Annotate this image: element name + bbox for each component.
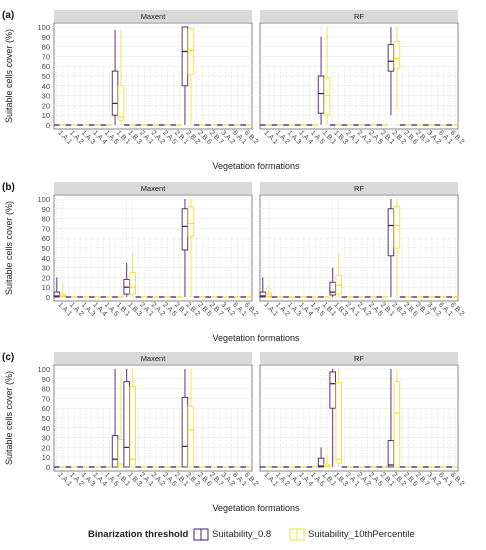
box-suitability-0-8	[387, 44, 395, 72]
facet-rf: RF1.A.11.A.21.A.31.A.41.A.51.B.11.B.32.A…	[259, 10, 465, 146]
y-tick-label: 40	[42, 254, 50, 263]
facet-rf: RF1.A.11.A.21.A.31.A.41.A.51.B.11.B.32.A…	[259, 352, 465, 488]
y-tick-label: 20	[42, 273, 50, 282]
y-tick-label: 80	[42, 43, 50, 52]
box-suitability-10thpercentile	[187, 28, 195, 75]
panel-letter: (b)	[2, 182, 15, 193]
box-suitability-0-8	[387, 208, 395, 257]
y-tick-label: 20	[42, 443, 50, 452]
box-suitability-10thpercentile	[335, 382, 342, 464]
facet-label: Maxent	[141, 12, 167, 21]
panels: (a)Suitable cells cover (%)0102030405060…	[2, 10, 465, 513]
y-tick-label: 50	[42, 72, 50, 81]
y-axis-label: Suitable cells cover (%)	[4, 29, 14, 123]
panel-b: (b) Suitable cells cover (%) 0102030405060…	[2, 182, 465, 343]
box-suitability-0-8	[329, 371, 336, 409]
y-tick-label: 70	[42, 224, 50, 233]
facet-label: Maxent	[141, 354, 167, 363]
y-tick-label: 60	[42, 234, 50, 243]
y-tick-label: 60	[42, 404, 50, 413]
box-suitability-0-8	[111, 435, 119, 468]
legend-title: Binarization threshold	[88, 529, 188, 540]
y-tick-label: 40	[42, 424, 50, 433]
y-tick-label: 90	[42, 375, 50, 384]
y-tick-label: 50	[42, 244, 50, 253]
facet-label: RF	[354, 184, 364, 193]
panel-c: (c) Suitable cells cover (%) 0102030405060…	[2, 352, 465, 513]
y-tick-label: 100	[37, 23, 50, 32]
box-suitability-10thpercentile	[117, 439, 125, 468]
y-tick-label: 10	[42, 111, 50, 120]
y-tick-label: 30	[42, 264, 50, 273]
y-tick-label: 60	[42, 62, 50, 71]
facet-strip	[54, 10, 252, 22]
box-suitability-0-8	[181, 208, 189, 251]
box-suitability-10thpercentile	[265, 292, 273, 298]
y-tick-label: 90	[42, 205, 50, 214]
box-suitability-0-8	[181, 26, 189, 87]
panel-letter: (a)	[2, 10, 14, 21]
box-suitability-10thpercentile	[187, 206, 195, 237]
box-suitability-0-8	[123, 381, 130, 468]
box-suitability-10thpercentile	[393, 381, 401, 468]
panel-letter: (c)	[2, 352, 14, 363]
y-tick-label: 10	[42, 283, 50, 292]
legend: Binarization threshold Suitability_0.8 S…	[88, 528, 415, 541]
facet-strip	[260, 10, 458, 22]
y-tick-label: 10	[42, 453, 50, 462]
y-tick-label: 90	[42, 33, 50, 42]
facet-maxent: Maxent1.A.11.A.21.A.31.A.41.A.51.B.11.B.…	[53, 182, 259, 318]
facet-maxent: Maxent1.A.11.A.21.A.31.A.41.A.51.B.11.B.…	[53, 352, 259, 488]
panel-a: (a) Suitable cells cover (%) 0102030405060…	[2, 10, 465, 171]
y-tick-label: 30	[42, 92, 50, 101]
box-suitability-10thpercentile	[129, 272, 136, 295]
y-tick-label: 70	[42, 394, 50, 403]
x-axis-label: Vegetation formations	[212, 503, 300, 513]
x-axis-label: Vegetation formations	[212, 161, 300, 171]
facet-label: RF	[354, 12, 364, 21]
facet-strip	[54, 352, 252, 364]
box-suitability-10thpercentile	[187, 405, 195, 468]
facet-rf: RF1.A.11.A.21.A.31.A.41.A.51.B.11.B.32.A…	[259, 182, 465, 318]
facet-strip	[260, 352, 458, 364]
y-tick-label: 20	[42, 101, 50, 110]
y-tick-label: 80	[42, 215, 50, 224]
y-axis-label: Suitable cells cover (%)	[4, 201, 14, 295]
x-axis-label: Vegetation formations	[212, 333, 300, 343]
y-tick-label: 0	[46, 121, 50, 130]
facet-maxent: Maxent1.A.11.A.21.A.31.A.41.A.51.B.11.B.…	[53, 10, 259, 146]
y-tick-label: 80	[42, 385, 50, 394]
box-suitability-10thpercentile	[117, 85, 125, 121]
box-suitability-10thpercentile	[323, 77, 331, 116]
box-suitability-0-8	[317, 75, 325, 114]
box-suitability-0-8	[387, 440, 395, 468]
legend-label-suitability-0-8: Suitability_0.8	[212, 529, 271, 540]
y-tick-label: 100	[37, 365, 50, 374]
box-suitability-10thpercentile	[393, 206, 401, 249]
box-suitability-10thpercentile	[393, 41, 401, 69]
y-tick-label: 0	[46, 293, 50, 302]
y-tick-label: 50	[42, 414, 50, 423]
facet-strip	[54, 182, 252, 194]
box-suitability-0-8	[111, 70, 119, 116]
facet-label: RF	[354, 354, 364, 363]
legend-label-suitability-10thpercentile: Suitability_10thPercentile	[308, 529, 415, 540]
y-tick-label: 30	[42, 434, 50, 443]
box-suitability-0-8	[317, 457, 325, 468]
box-suitability-0-8	[181, 396, 189, 468]
box-suitability-0-8	[329, 281, 336, 296]
y-tick-label: 40	[42, 82, 50, 91]
y-axis-label: Suitable cells cover (%)	[4, 371, 14, 465]
facet-strip	[260, 182, 458, 194]
facet-label: Maxent	[141, 184, 167, 193]
box-suitability-10thpercentile	[129, 386, 136, 468]
y-tick-label: 0	[46, 463, 50, 472]
y-tick-label: 70	[42, 52, 50, 61]
y-tick-label: 100	[37, 195, 50, 204]
